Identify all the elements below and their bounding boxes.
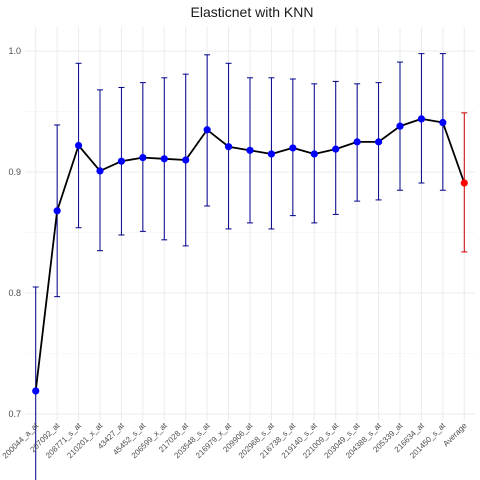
y-tick-label: 0.8	[8, 288, 21, 298]
y-tick-label: 0.9	[8, 167, 21, 177]
point-layer	[32, 115, 468, 395]
data-point	[332, 145, 340, 153]
x-tick-label: Average	[441, 421, 469, 449]
data-point	[310, 150, 318, 158]
data-point	[139, 153, 147, 162]
data-point	[53, 207, 61, 215]
data-point	[396, 122, 404, 130]
data-point	[289, 144, 297, 152]
data-point	[160, 155, 168, 163]
data-point	[439, 118, 447, 127]
data-point	[417, 115, 426, 123]
average-point	[460, 179, 468, 187]
data-point	[246, 146, 254, 154]
data-point	[182, 156, 190, 164]
data-point	[224, 143, 233, 151]
data-point	[374, 138, 383, 146]
y-tick-label: 1.0	[8, 46, 21, 56]
data-point	[117, 157, 126, 165]
y-axis-ticks: 0.7 0.8 0.9 1.0	[8, 46, 21, 419]
chart-title: Elasticnet with KNN	[191, 4, 314, 20]
x-axis-ticks: 200044_a_at207092_at208771_s_at210201_x_…	[1, 421, 469, 461]
data-point	[203, 126, 211, 134]
data-point	[74, 141, 83, 150]
data-point	[267, 150, 276, 158]
y-tick-label: 0.7	[8, 409, 21, 419]
data-point	[32, 387, 40, 395]
data-point	[96, 167, 104, 175]
data-point	[353, 138, 361, 146]
